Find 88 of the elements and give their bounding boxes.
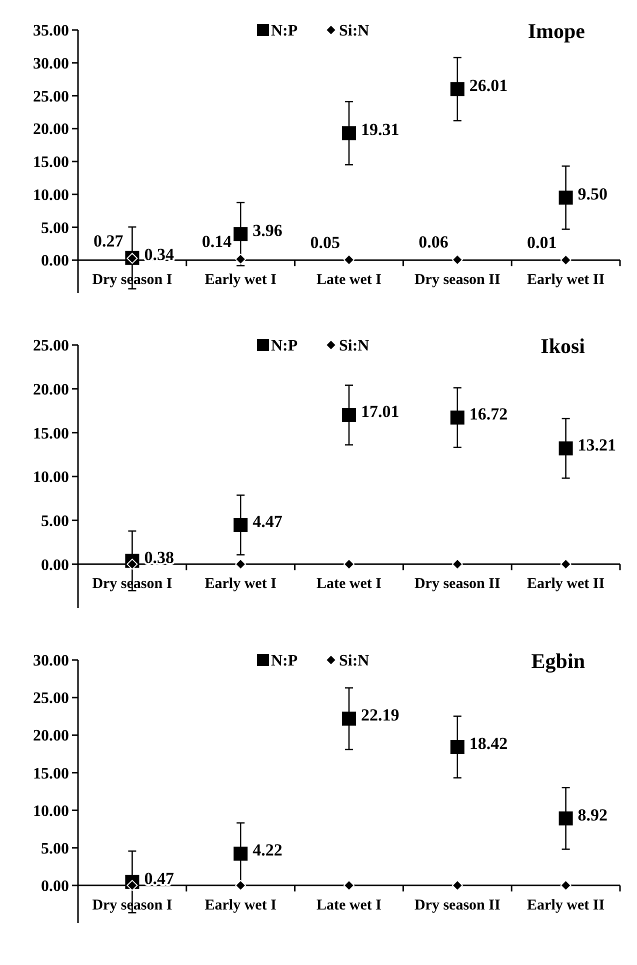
point bbox=[342, 408, 356, 422]
point bbox=[344, 254, 354, 266]
x-tick-label: Early wet II bbox=[527, 576, 605, 592]
legend-label: Si:N bbox=[339, 338, 370, 355]
point bbox=[560, 254, 572, 266]
y-tick-label: 15.00 bbox=[33, 425, 69, 442]
data-label: 0.14 bbox=[202, 232, 232, 252]
point bbox=[452, 880, 463, 891]
x-tick-label: Early wet I bbox=[204, 897, 277, 914]
x-tick-label: Late wet I bbox=[316, 576, 382, 592]
data-label: 16.72 bbox=[469, 404, 508, 424]
y-tick-label: 15.00 bbox=[33, 154, 69, 172]
y-tick-label: 20.00 bbox=[33, 121, 69, 138]
point bbox=[234, 846, 248, 861]
data-label: 3.96 bbox=[252, 221, 282, 240]
y-tick-label: 0.00 bbox=[41, 252, 69, 270]
x-tick-label: Dry season II bbox=[414, 576, 500, 592]
legend-label: N:P bbox=[271, 652, 298, 670]
point bbox=[235, 558, 246, 570]
data-label: 17.01 bbox=[361, 402, 400, 421]
point bbox=[126, 880, 138, 891]
x-tick-label: Early wet II bbox=[527, 272, 605, 288]
x-tick-label: Early wet I bbox=[204, 576, 277, 592]
point bbox=[344, 558, 354, 570]
point bbox=[560, 880, 572, 891]
point bbox=[558, 441, 573, 456]
y-tick-label: 5.00 bbox=[41, 512, 69, 530]
legend-label: Si:N bbox=[339, 22, 370, 40]
data-label: 0.06 bbox=[418, 232, 448, 252]
point bbox=[450, 410, 464, 425]
point bbox=[450, 740, 464, 754]
chart-title: Imope bbox=[528, 19, 585, 43]
y-tick-label: 0.00 bbox=[41, 556, 69, 574]
y-tick-label: 25.00 bbox=[33, 690, 69, 708]
point bbox=[235, 880, 246, 891]
y-tick-label: 5.00 bbox=[41, 840, 69, 858]
data-label: 0.47 bbox=[144, 868, 174, 888]
legend-label: N:P bbox=[271, 338, 298, 355]
x-tick-label: Late wet I bbox=[316, 272, 382, 288]
point bbox=[234, 227, 248, 242]
point bbox=[342, 712, 356, 726]
data-label: 4.22 bbox=[252, 840, 282, 860]
x-tick-label: Late wet I bbox=[316, 897, 382, 914]
y-tick-label: 30.00 bbox=[33, 652, 69, 670]
y-tick-label: 25.00 bbox=[33, 88, 69, 106]
x-tick-label: Early wet II bbox=[527, 897, 605, 914]
data-label: 0.27 bbox=[93, 231, 124, 250]
data-label: 9.50 bbox=[578, 184, 608, 204]
point bbox=[342, 126, 356, 140]
x-tick-label: Early wet I bbox=[204, 272, 277, 288]
point bbox=[126, 558, 138, 570]
y-tick-label: 15.00 bbox=[33, 765, 69, 782]
y-tick-label: 10.00 bbox=[33, 186, 69, 204]
point bbox=[344, 880, 354, 891]
y-tick-label: 20.00 bbox=[33, 381, 69, 398]
point bbox=[452, 254, 463, 266]
point bbox=[234, 518, 248, 532]
point bbox=[452, 558, 463, 570]
data-label: 19.31 bbox=[361, 120, 400, 140]
y-tick-label: 10.00 bbox=[33, 469, 69, 486]
point bbox=[235, 254, 246, 265]
point bbox=[450, 82, 464, 96]
y-tick-label: 10.00 bbox=[33, 802, 69, 820]
chart-title: Egbin bbox=[531, 649, 586, 673]
y-tick-label: 0.00 bbox=[41, 878, 69, 896]
data-label: 0.38 bbox=[144, 548, 174, 567]
data-label: 13.21 bbox=[578, 435, 616, 454]
chart-title: Ikosi bbox=[540, 334, 586, 358]
y-tick-label: 35.00 bbox=[33, 22, 69, 40]
y-tick-label: 5.00 bbox=[41, 220, 69, 237]
data-label: 0.05 bbox=[310, 232, 340, 252]
x-tick-label: Dry season II bbox=[414, 272, 500, 288]
data-label: 26.01 bbox=[469, 76, 508, 96]
data-label: 0.34 bbox=[144, 244, 174, 264]
data-label: 4.47 bbox=[252, 512, 283, 531]
point bbox=[558, 190, 573, 205]
data-label: 18.42 bbox=[469, 734, 508, 753]
x-tick-label: Dry season II bbox=[414, 897, 500, 914]
point bbox=[560, 558, 572, 570]
data-label: 8.92 bbox=[578, 805, 608, 824]
point bbox=[558, 811, 573, 826]
data-label: 0.01 bbox=[527, 233, 557, 252]
y-tick-label: 20.00 bbox=[33, 728, 69, 745]
legend-label: N:P bbox=[271, 22, 298, 40]
y-tick-label: 30.00 bbox=[33, 55, 69, 72]
y-tick-label: 25.00 bbox=[33, 338, 69, 355]
legend-label: Si:N bbox=[339, 652, 370, 670]
data-label: 22.19 bbox=[361, 706, 400, 725]
